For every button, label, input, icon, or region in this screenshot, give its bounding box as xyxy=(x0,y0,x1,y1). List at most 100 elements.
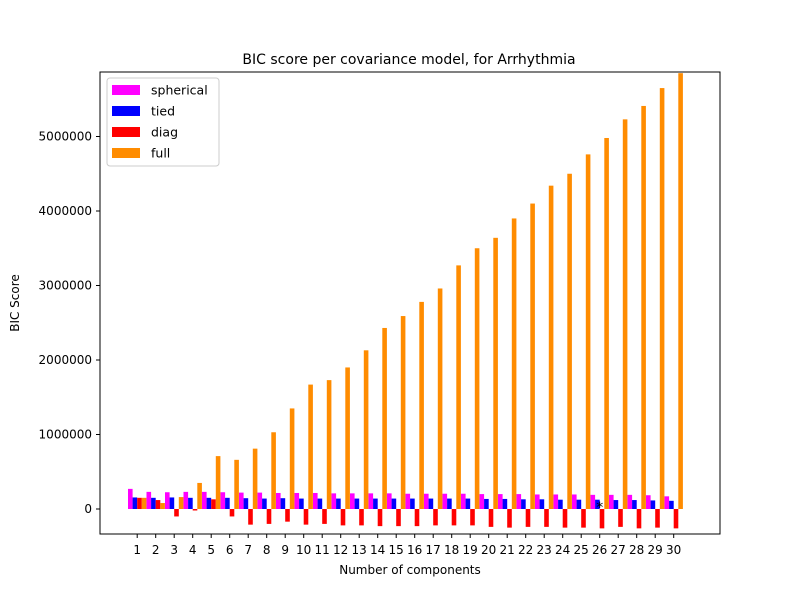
bar-spherical-20 xyxy=(479,494,485,509)
legend-label-diag: diag xyxy=(151,125,178,140)
bar-spherical-11 xyxy=(313,492,318,509)
bar-full-21 xyxy=(511,218,517,509)
x-tick-label: 3 xyxy=(170,543,178,557)
bar-spherical-9 xyxy=(276,492,281,509)
bar-diag-30 xyxy=(673,509,679,529)
bar-full-30 xyxy=(678,73,683,510)
legend-box xyxy=(106,77,220,167)
bar-tied-13 xyxy=(354,498,360,509)
x-axis-ticks: 1 2 3 4 5 6 7 8 9 10 11 12 13 14 15 16 17 18 19 20 21 22 23 24 2… xyxy=(133,534,681,557)
bar-diag-13 xyxy=(359,509,364,526)
bar-full-29 xyxy=(659,88,665,509)
x-tick-label: 11 xyxy=(315,543,330,557)
bar-tied-11 xyxy=(317,498,323,509)
bar-diag-24 xyxy=(562,509,568,528)
x-tick-label: 17 xyxy=(426,543,441,557)
bar-spherical-22 xyxy=(516,494,522,509)
bar-spherical-7 xyxy=(239,492,244,509)
bar-full-23 xyxy=(548,185,554,510)
bar-diag-14 xyxy=(377,509,383,527)
y-tick-label: 1000000 xyxy=(39,428,92,442)
x-tick-label: 2 xyxy=(152,543,160,557)
bar-full-17 xyxy=(437,288,443,509)
best-model-marker: * xyxy=(596,500,603,516)
bar-spherical-16 xyxy=(405,493,411,509)
bar-diag-29 xyxy=(655,509,660,528)
bar-tied-6 xyxy=(225,497,230,509)
bar-tied-29 xyxy=(650,500,656,509)
bar-diag-12 xyxy=(340,509,346,526)
bar-spherical-30 xyxy=(664,496,670,509)
bar-tied-8 xyxy=(262,498,267,509)
legend-swatch-diag xyxy=(112,127,140,137)
x-tick-label: 30 xyxy=(666,543,681,557)
bar-full-13 xyxy=(363,350,369,509)
legend-label-full: full xyxy=(151,146,170,161)
x-tick-label: 29 xyxy=(648,543,663,557)
bar-spherical-8 xyxy=(257,492,263,509)
bar-tied-2 xyxy=(151,497,156,509)
x-tick-label: 25 xyxy=(574,543,589,557)
bar-diag-21 xyxy=(507,509,512,528)
bar-tied-24 xyxy=(558,499,563,509)
bar-diag-9 xyxy=(285,509,290,522)
bar-full-8 xyxy=(271,432,276,509)
bar-spherical-18 xyxy=(442,493,448,509)
legend: spherical tied diag full xyxy=(106,77,220,167)
bar-full-1 xyxy=(141,497,147,509)
bar-full-16 xyxy=(419,301,424,509)
bar-full-12 xyxy=(345,367,350,509)
bar-full-27 xyxy=(622,119,628,510)
bar-spherical-26 xyxy=(590,494,596,509)
bar-diag-8 xyxy=(266,509,272,524)
bar-diag-6 xyxy=(229,509,235,517)
y-axis-ticks: 0 1000000 2000000 3000000 4000000 5000000 xyxy=(39,130,100,516)
bar-tied-17 xyxy=(428,498,434,509)
bar-spherical-10 xyxy=(294,492,300,509)
bar-tied-19 xyxy=(465,498,471,509)
bar-spherical-23 xyxy=(535,494,540,509)
chart-title: BIC score per covariance model, for Arrh… xyxy=(242,52,575,68)
bar-tied-30 xyxy=(669,500,674,509)
y-axis-label: BIC Score xyxy=(8,274,22,332)
bar-diag-11 xyxy=(322,509,327,524)
bar-full-2 xyxy=(160,503,165,509)
bar-diag-17 xyxy=(433,509,438,526)
bar-tied-1 xyxy=(132,497,138,509)
x-tick-label: 5 xyxy=(207,543,215,557)
bar-full-4 xyxy=(197,482,202,509)
bar-full-25 xyxy=(585,154,591,509)
x-axis-label: Number of components xyxy=(339,563,481,577)
bar-full-22 xyxy=(530,203,535,510)
legend-swatch-full xyxy=(112,148,140,158)
x-tick-label: 26 xyxy=(592,543,607,557)
bar-tied-20 xyxy=(484,498,489,509)
bars-layer xyxy=(128,73,683,529)
bar-diag-10 xyxy=(303,509,309,525)
x-tick-label: 22 xyxy=(518,543,533,557)
bar-full-28 xyxy=(641,105,646,509)
bar-diag-20 xyxy=(488,509,494,527)
bar-full-20 xyxy=(493,237,498,509)
bar-spherical-25 xyxy=(572,494,577,509)
y-tick-label: 5000000 xyxy=(39,130,92,144)
bar-full-24 xyxy=(567,173,572,509)
bar-diag-7 xyxy=(248,509,253,525)
bar-spherical-3 xyxy=(165,492,170,509)
bar-diag-26 xyxy=(599,509,605,529)
bar-spherical-19 xyxy=(461,493,466,509)
bar-tied-27 xyxy=(613,500,619,509)
bar-spherical-4 xyxy=(183,491,189,509)
bar-tied-18 xyxy=(447,498,452,509)
bar-full-9 xyxy=(289,408,295,509)
bar-diag-1 xyxy=(137,497,142,509)
bar-diag-23 xyxy=(544,509,549,527)
bar-full-15 xyxy=(400,316,406,509)
bar-diag-27 xyxy=(618,509,623,527)
bar-spherical-6 xyxy=(220,492,226,509)
bar-tied-25 xyxy=(576,499,582,509)
x-tick-label: 27 xyxy=(611,543,626,557)
y-tick-label: 2000000 xyxy=(39,353,92,367)
x-tick-label: 7 xyxy=(244,543,252,557)
bar-diag-15 xyxy=(396,509,401,527)
